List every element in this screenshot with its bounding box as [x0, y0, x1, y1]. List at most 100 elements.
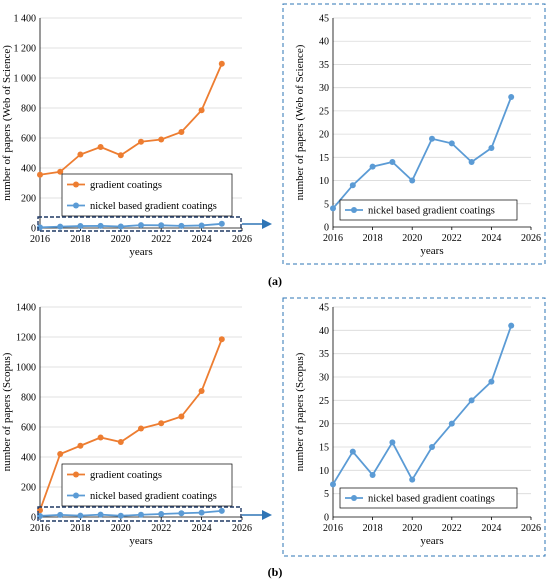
data-point [429, 444, 435, 450]
highlight-box-b [37, 506, 242, 522]
data-point [57, 223, 64, 230]
chart-a-web-of-science-zoom: 0 5 10 15 20 25 30 35 40 45 2016 2018 2020 2022 2024 20… [294, 14, 541, 258]
data-point [97, 434, 104, 441]
panel-label-b: (b) [268, 565, 283, 579]
y-tick-label: 400 [21, 164, 36, 175]
data-point [158, 222, 165, 229]
chart-b-scopus: 0 200 400 600 800 1000 1200 1400 2016 2018 2020 202… [1, 303, 252, 548]
legend-label: nickel based gradient coatings [90, 491, 217, 502]
data-point [218, 336, 225, 343]
highlight-box-a [37, 216, 242, 232]
data-point [198, 222, 205, 229]
x-tick-label: 2016 [30, 523, 50, 534]
data-point [57, 451, 64, 457]
x-tick-label: 2018 [70, 523, 90, 534]
legend-label: nickel based gradient coatings [90, 201, 217, 212]
y-tick-label: 5 [324, 199, 329, 210]
x-tick-label: 2026 [521, 523, 541, 534]
x-axis-label: years [420, 245, 443, 257]
y-tick-label: 1000 [16, 363, 36, 374]
data-point [218, 220, 225, 227]
y-axis-label: number of papers (Web of Science) [294, 44, 306, 200]
y-tick-label: 25 [319, 106, 329, 117]
data-point [369, 472, 376, 478]
zoom-arrowhead-a [262, 219, 272, 229]
x-tick-label: 2020 [111, 234, 131, 245]
legend-box [61, 173, 233, 217]
y-tick-label: 10 [319, 466, 329, 477]
y-tick-label: 20 [319, 419, 329, 430]
x-tick-label: 2024 [192, 234, 212, 245]
legend-label: nickel based gradient coatings [368, 494, 495, 505]
data-point [37, 171, 43, 178]
y-tick-label: 0 [324, 223, 329, 234]
data-point [77, 151, 84, 158]
data-point [330, 481, 336, 488]
data-point [138, 138, 144, 145]
y-tick-label: 30 [319, 83, 329, 94]
x-tick-label: 2016 [323, 233, 343, 244]
zoom-frame-b [282, 297, 546, 557]
data-point [429, 135, 435, 142]
data-point [448, 420, 455, 427]
y-tick-label: 15 [319, 153, 329, 164]
x-tick-label: 2026 [232, 234, 252, 245]
legend-marker [351, 207, 357, 213]
y-tick-label: 45 [319, 14, 329, 25]
legend-label: gradient coatings [90, 180, 162, 191]
data-point [97, 511, 104, 518]
data-point [448, 140, 455, 147]
x-axis-label: years [129, 246, 152, 258]
y-tick-label: 1 000 [14, 74, 37, 85]
series-line [39, 222, 222, 229]
x-tick-label: 2022 [151, 523, 171, 534]
x-tick-label: 2020 [402, 523, 422, 534]
x-tick-label: 2022 [151, 234, 171, 245]
y-tick-label: 40 [319, 37, 329, 48]
panel-label-a: (a) [268, 274, 282, 288]
series-line [332, 96, 513, 210]
data-point [218, 60, 225, 67]
legend-marker [73, 471, 79, 478]
x-tick-label: 2024 [481, 523, 501, 534]
data-point [330, 205, 336, 212]
data-point [218, 507, 225, 514]
zoom-frame-a [282, 3, 546, 265]
x-tick-label: 2022 [442, 233, 462, 244]
data-point [97, 144, 104, 150]
y-tick-label: 15 [319, 443, 329, 454]
y-tick-label: 1 400 [14, 14, 37, 25]
legend-box [61, 463, 233, 507]
data-point [409, 476, 416, 483]
data-point [158, 511, 165, 517]
legend-box [339, 199, 518, 221]
data-point [198, 509, 205, 516]
x-tick-label: 2020 [402, 233, 422, 244]
series-line [39, 63, 223, 176]
y-tick-label: 200 [21, 194, 36, 205]
y-axis-label: number of papers (Web of Science) [1, 45, 13, 201]
y-tick-label: 800 [21, 393, 36, 404]
data-point [178, 129, 185, 135]
data-point [198, 107, 205, 114]
data-point [117, 152, 124, 159]
data-point [178, 222, 185, 229]
data-point [138, 511, 144, 518]
x-axis-label: years [420, 535, 443, 547]
y-tick-label: 1 200 [14, 44, 37, 55]
x-tick-label: 2020 [111, 523, 131, 534]
legend-marker [351, 495, 357, 501]
y-tick-label: 1200 [16, 333, 36, 344]
series-line [39, 338, 223, 511]
y-tick-label: 35 [319, 349, 329, 360]
y-tick-label: 0 [31, 224, 36, 235]
y-tick-label: 800 [21, 104, 36, 115]
data-point [138, 425, 144, 432]
data-point [138, 222, 144, 229]
data-point [57, 511, 64, 518]
data-point [488, 378, 495, 385]
y-tick-label: 400 [21, 453, 36, 464]
x-tick-label: 2018 [70, 234, 90, 245]
data-point [57, 168, 64, 175]
